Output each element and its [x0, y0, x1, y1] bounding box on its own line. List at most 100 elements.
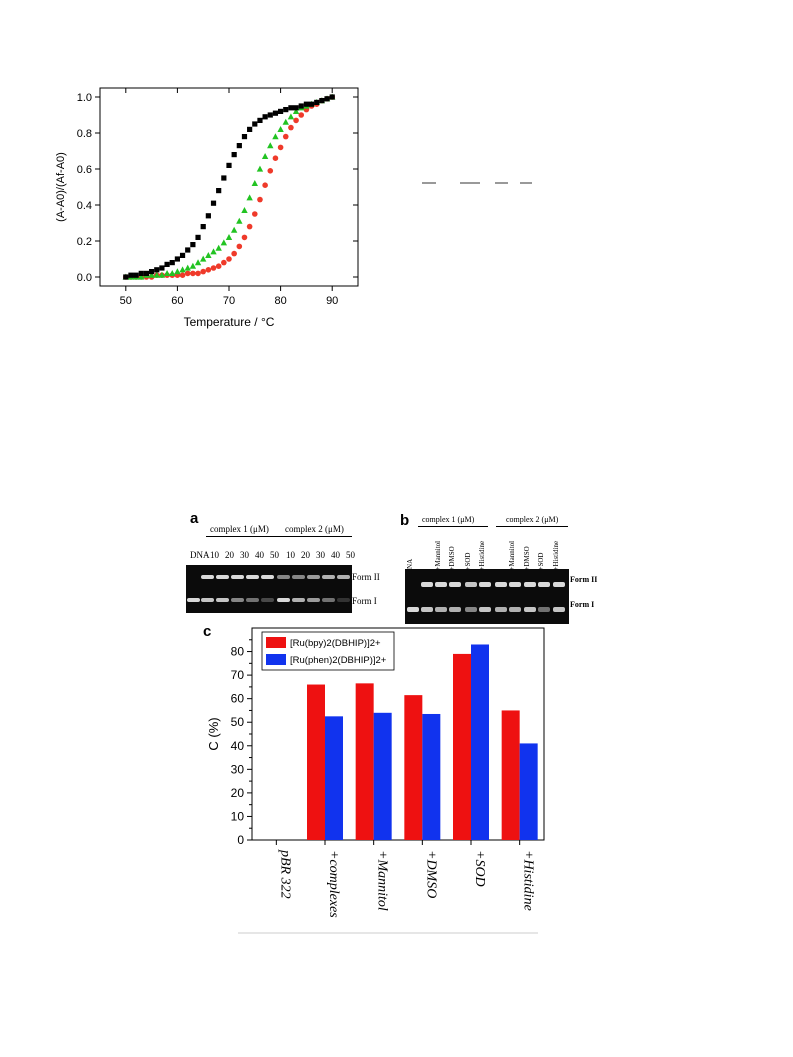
- gel-band-form1: [538, 607, 550, 612]
- gel-a-group1-rule: [206, 536, 290, 537]
- data-point-triangle: [267, 142, 274, 149]
- gel-band-form1: [435, 607, 447, 612]
- data-point-square: [149, 269, 155, 275]
- data-point-circle: [288, 124, 294, 131]
- data-point-triangle: [205, 252, 212, 258]
- gel-band-form2: [509, 582, 521, 587]
- gel-a-lane-label: 40: [255, 550, 264, 560]
- data-point-triangle: [220, 239, 228, 246]
- gel-band-form2: [421, 582, 433, 587]
- data-point-square: [169, 260, 175, 266]
- data-point-square: [278, 108, 284, 114]
- gel-band-form1: [201, 598, 214, 602]
- gel-a-lane-label: 50: [270, 550, 279, 560]
- data-point-square: [283, 107, 289, 113]
- y-tick-label: 80: [231, 645, 245, 659]
- data-point-triangle: [277, 126, 284, 132]
- gel-band-form2: [337, 575, 350, 579]
- gel-band-form1: [553, 607, 565, 612]
- data-point-square: [210, 200, 217, 206]
- data-point-square: [329, 94, 335, 100]
- x-tick-label: +Mannitol: [375, 850, 390, 911]
- data-point-square: [123, 274, 129, 280]
- y-tick-label: 0: [237, 833, 244, 847]
- data-point-circle: [215, 263, 222, 269]
- gel-band-form1: [479, 607, 491, 612]
- gel-band-form2: [538, 582, 550, 587]
- gel-band-form1: [277, 598, 290, 602]
- y-tick-label: 0.8: [77, 128, 92, 140]
- data-point-triangle: [215, 244, 222, 251]
- data-point-triangle: [169, 270, 176, 276]
- bar: [373, 712, 392, 840]
- gel-b-form1-label: Form I: [570, 600, 595, 609]
- data-point-square: [226, 162, 232, 168]
- y-tick-label: 30: [231, 762, 245, 776]
- data-point-square: [319, 98, 325, 104]
- data-point-square: [154, 267, 160, 273]
- data-point-triangle: [287, 113, 295, 120]
- bar: [422, 713, 441, 840]
- decorative-dashes: [422, 182, 532, 184]
- y-tick-label: 0.0: [77, 272, 92, 284]
- gel-band-form2: [231, 575, 244, 579]
- bar: [453, 653, 471, 840]
- panel-label-b: b: [400, 512, 410, 529]
- data-point-square: [303, 101, 309, 107]
- gel-a-form1-label: Form I: [352, 596, 377, 606]
- data-point-square: [241, 134, 248, 140]
- gel-band-form2: [479, 582, 491, 587]
- data-point-triangle: [236, 217, 243, 224]
- y-tick-label: 0.6: [77, 164, 92, 176]
- data-point-circle: [210, 265, 217, 271]
- gel-a-lane-label: 10: [210, 550, 219, 560]
- gel-band-form2: [524, 582, 536, 587]
- data-point-triangle: [210, 248, 217, 255]
- bar-chart-c: c 0 10 20 30 40 50 60 70 80 C (%) pBR 322 +complexes…: [203, 623, 545, 918]
- caption-remnant: [238, 932, 538, 934]
- y-axis-label: C (%): [206, 717, 221, 750]
- gel-a-lane-label: 50: [346, 550, 355, 560]
- gel-band-form2: [292, 575, 305, 579]
- data-point-square: [298, 103, 304, 109]
- gel-b-lane-labels: DNA11+Mannitol1+DMSO1+SOD1+Histidine22+M…: [406, 528, 568, 574]
- data-point-circle: [205, 267, 212, 273]
- y-tick-label: 60: [231, 692, 245, 706]
- data-point-square: [205, 213, 211, 219]
- data-point-circle: [195, 270, 201, 277]
- gel-a-lane-label: 10: [286, 550, 295, 560]
- data-point-square: [164, 261, 170, 267]
- data-point-triangle: [241, 207, 248, 213]
- data-point-square: [252, 121, 258, 127]
- data-point-triangle: [225, 234, 233, 240]
- gel-band-form1: [216, 598, 229, 602]
- data-point-circle: [252, 211, 258, 217]
- data-point-square: [324, 96, 330, 102]
- y-tick-label: 10: [231, 809, 245, 823]
- data-point-circle: [257, 196, 263, 203]
- data-point-square: [257, 117, 263, 123]
- y-tick-label: 20: [231, 786, 245, 800]
- data-point-triangle: [179, 266, 186, 273]
- data-point-triangle: [292, 108, 300, 114]
- gel-a-image: [186, 565, 352, 613]
- panel-label-a: a: [190, 510, 199, 527]
- data-point-circle: [262, 182, 268, 188]
- gel-band-form2: [435, 582, 447, 587]
- gel-band-form2: [465, 582, 477, 587]
- data-point-triangle: [194, 259, 202, 266]
- gel-band-form1: [322, 598, 335, 602]
- gel-a-group2-label: complex 2 (μM): [285, 524, 344, 534]
- x-axis-label: Temperature / °C: [184, 315, 275, 329]
- data-point-circle: [272, 155, 279, 161]
- data-point-square: [267, 112, 273, 118]
- gel-band-form1: [261, 598, 274, 602]
- gel-band-form2: [322, 575, 335, 579]
- x-tick-label: pBR 322: [277, 849, 292, 899]
- melting-curve-chart: 50 60 70 80 90 0.0 0.2 0.4 0.6 0.8 1.0 Temperature …: [55, 87, 359, 329]
- data-point-square: [216, 188, 222, 194]
- x-tick-label: +SOD: [472, 850, 487, 887]
- gel-band-form1: [509, 607, 521, 612]
- gel-a-group1-label: complex 1 (μM): [210, 524, 269, 534]
- gel-b-form2-label: Form II: [570, 575, 598, 584]
